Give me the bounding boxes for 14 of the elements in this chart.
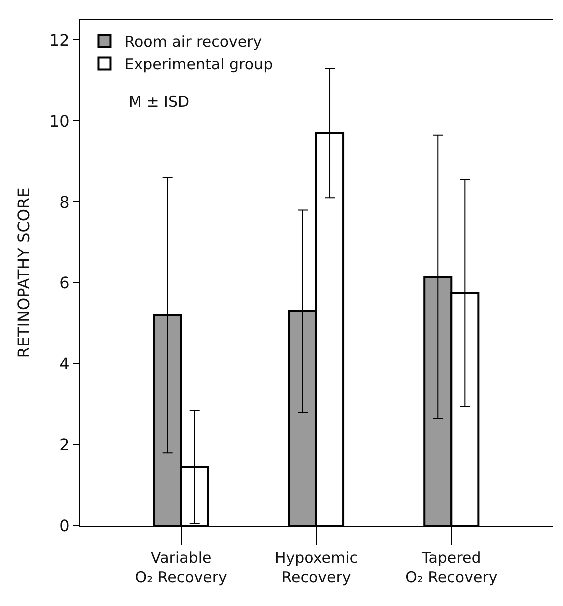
- y-tick-label: 10: [49, 112, 70, 131]
- y-tick-label: 4: [60, 354, 70, 374]
- x-tick-label: Hypoxemic Recovery: [274, 549, 358, 586]
- y-tick-label: 12: [49, 30, 70, 50]
- legend-label: Experimental group: [124, 56, 274, 74]
- annotation: M ± ISD: [129, 93, 190, 111]
- y-tick-label: 6: [60, 274, 70, 293]
- legend-label: Room air recovery: [124, 33, 262, 52]
- x-tick-label: Variable O₂ Recovery: [135, 549, 228, 586]
- y-axis-title: RETINOPATHY SCORE: [14, 188, 34, 358]
- y-tick-label: 2: [60, 436, 70, 455]
- y-tick-label: 0: [60, 516, 70, 536]
- y-tick-label: 8: [60, 192, 70, 212]
- x-tick-label: Tapered O₂ Recovery: [406, 549, 498, 586]
